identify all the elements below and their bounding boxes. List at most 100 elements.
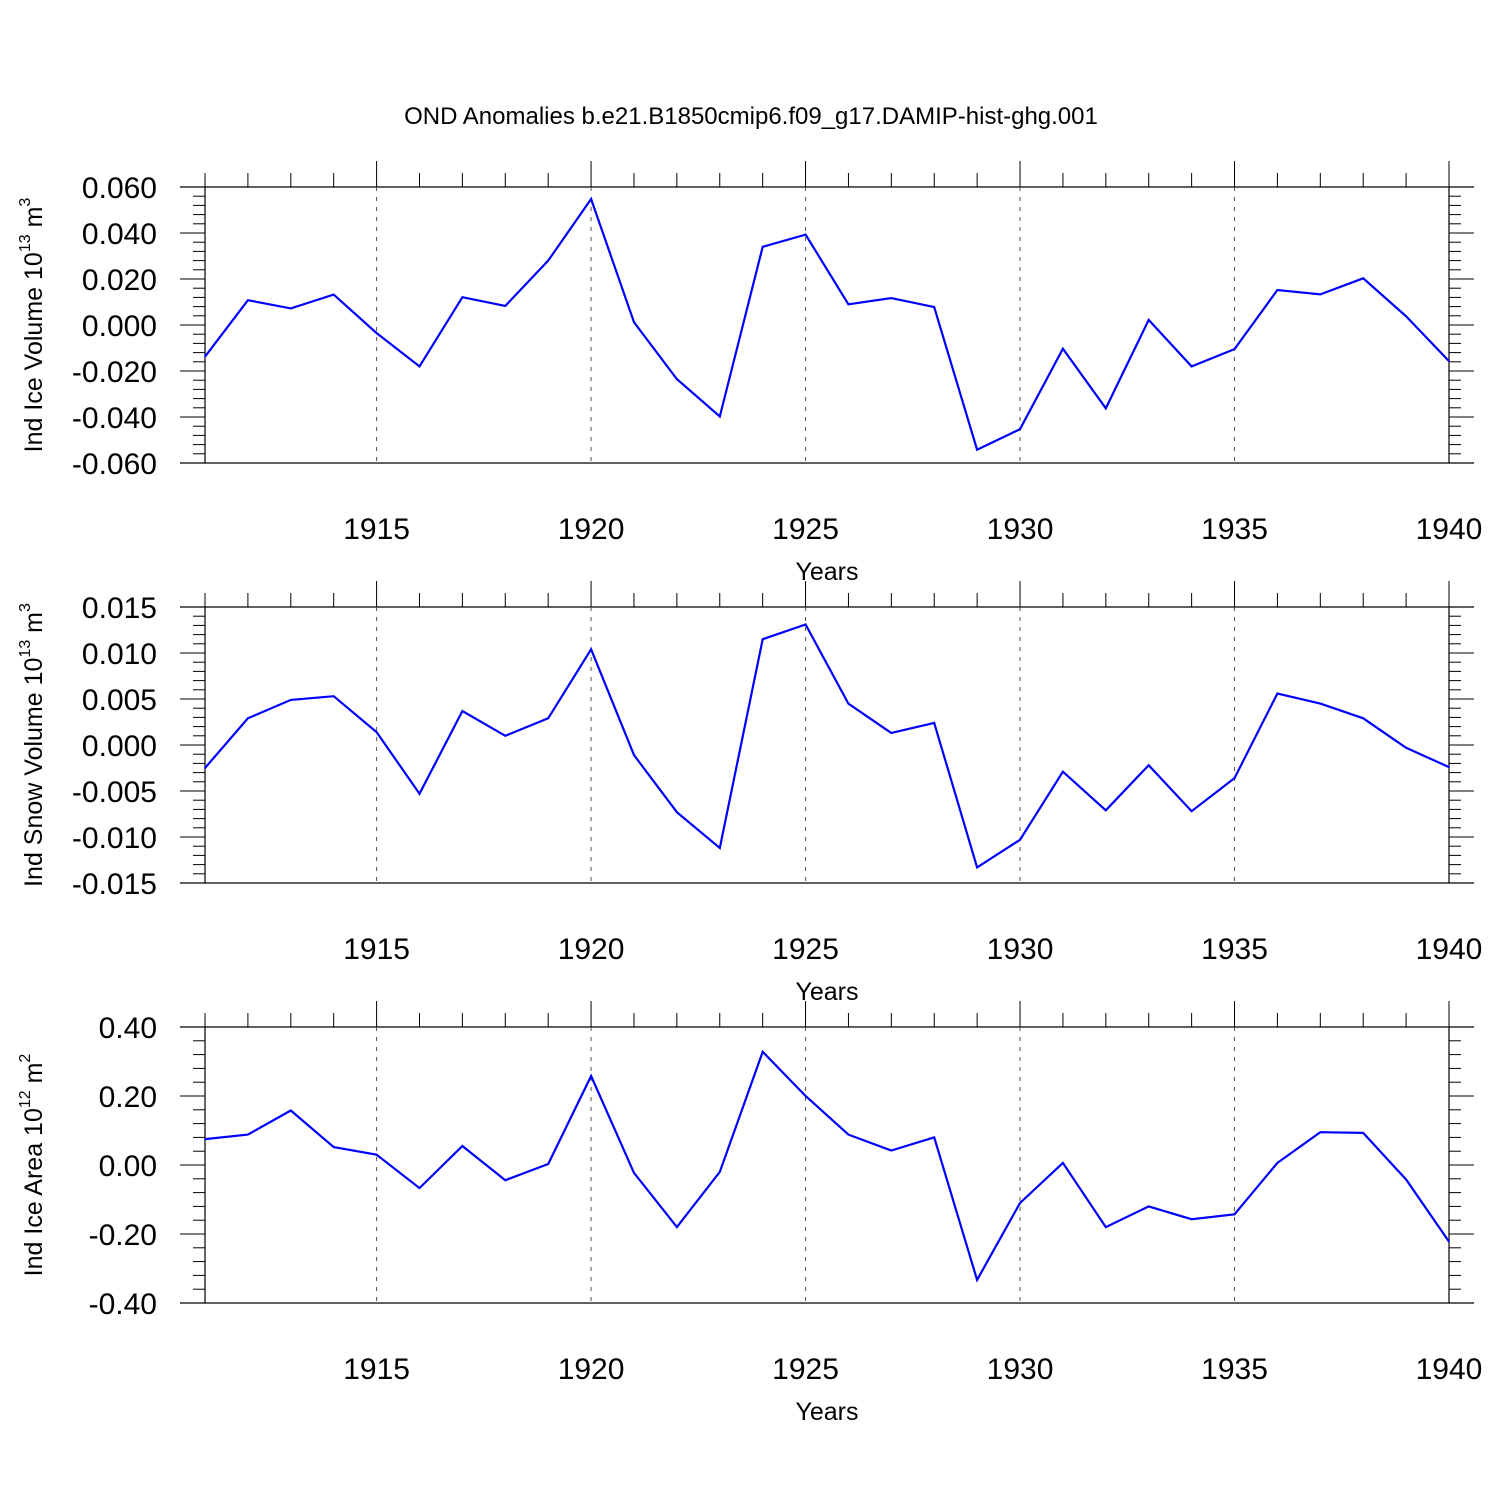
data-point <box>418 792 421 795</box>
data-point <box>1319 1131 1322 1134</box>
xtick-label-1915: 1915 <box>343 1353 410 1386</box>
data-point <box>1276 692 1279 695</box>
data-point <box>204 355 206 358</box>
data-point <box>1019 428 1021 430</box>
data-point <box>547 259 549 262</box>
ytick-label: -0.020 <box>72 356 157 389</box>
data-point <box>676 378 678 380</box>
data-point <box>1190 1218 1193 1220</box>
ytick-label: 0.00 <box>99 1150 157 1183</box>
data-point <box>547 717 549 720</box>
y-axis-label-exponent: 13 <box>17 234 34 252</box>
series-line <box>204 196 1450 452</box>
xtick-label-1930: 1930 <box>987 933 1054 966</box>
data-point <box>1362 717 1365 720</box>
data-point <box>1405 315 1407 318</box>
data-point <box>676 811 678 813</box>
xtick-label-1935: 1935 <box>1201 513 1268 546</box>
data-point <box>332 1146 335 1148</box>
ytick-label: -0.010 <box>72 822 157 855</box>
data-point <box>204 1138 206 1140</box>
data-point <box>761 246 764 248</box>
data-point <box>1405 1178 1407 1181</box>
ytick-label: 0.20 <box>99 1081 157 1114</box>
x-axis-label: Years <box>795 978 858 1006</box>
data-point <box>1190 810 1193 813</box>
data-point <box>890 732 893 734</box>
data-point <box>504 1179 507 1181</box>
y-axis-label: Ind Ice Volume 1013 m3 <box>17 198 48 453</box>
data-point <box>1147 764 1150 767</box>
y-axis-label-unit-exponent: 3 <box>17 198 34 207</box>
data-point <box>933 306 936 308</box>
y-axis-label-prefix: Ind Ice Area 10 <box>20 1108 48 1276</box>
figure-title: OND Anomalies b.e21.B1850cmip6.f09_g17.D… <box>404 103 1098 130</box>
data-point <box>1362 1132 1365 1134</box>
y-axis-label-exponent: 12 <box>17 1090 34 1108</box>
xtick-label-1935: 1935 <box>1201 1353 1268 1386</box>
data-point <box>590 198 592 200</box>
data-point <box>1233 777 1236 779</box>
xtick-label-1930: 1930 <box>987 513 1054 546</box>
data-point <box>1019 838 1021 841</box>
data-point <box>1448 1240 1450 1243</box>
data-point <box>504 735 507 737</box>
data-point <box>976 448 978 451</box>
y-axis-label-prefix: Ind Snow Volume 10 <box>20 658 48 887</box>
data-point <box>1147 319 1150 321</box>
data-point <box>1105 407 1107 410</box>
y-axis-label-unit-exponent: 3 <box>17 603 34 612</box>
data-point <box>761 638 764 640</box>
y-axis-label-prefix: Ind Ice Volume 10 <box>20 252 48 452</box>
data-point <box>1019 1202 1021 1204</box>
xtick-label-1935: 1935 <box>1201 933 1268 966</box>
y-axis-label-unit: m <box>20 612 48 640</box>
data-point <box>847 1133 850 1136</box>
data-point <box>247 299 249 301</box>
xtick-label-1920: 1920 <box>558 1353 625 1386</box>
data-point <box>1147 1205 1150 1208</box>
xtick-label-1920: 1920 <box>558 513 625 546</box>
data-point <box>1448 766 1450 768</box>
xtick-label-1925: 1925 <box>772 1353 839 1386</box>
data-point <box>1233 1213 1236 1216</box>
y-axis-label-unit-exponent: 2 <box>17 1054 34 1063</box>
xtick-label-1925: 1925 <box>772 933 839 966</box>
xtick-label-1915: 1915 <box>343 933 410 966</box>
data-point <box>676 1226 678 1228</box>
data-point <box>247 1133 249 1136</box>
data-point <box>633 1172 635 1174</box>
data-point <box>1233 348 1236 350</box>
data-point <box>847 303 850 306</box>
panel-ice-volume: 1915 1920 1925 1930 1935 1940 -0.060 -0.040 -0.0… <box>17 161 1482 586</box>
data-point <box>1105 1226 1107 1228</box>
data-point <box>1405 746 1407 749</box>
data-point <box>718 1171 721 1173</box>
data-point <box>332 293 335 296</box>
data-point <box>847 702 850 705</box>
panel-snow-volume: 1915 1920 1925 1930 1935 1940 -0.015 -0.010 -0.0… <box>17 581 1482 1006</box>
ytick-label: -0.060 <box>72 448 157 481</box>
ytick-label: 0.040 <box>82 218 157 251</box>
ytick-label: -0.40 <box>89 1288 157 1321</box>
data-point <box>590 1075 592 1077</box>
ytick-label: -0.040 <box>72 402 157 435</box>
data-point <box>1276 1162 1279 1164</box>
data-point <box>204 767 206 769</box>
data-point <box>289 1109 292 1112</box>
y-axis-label-unit: m <box>20 207 48 235</box>
data-point <box>289 699 292 701</box>
y-axis-label-exponent: 13 <box>17 640 34 658</box>
y-axis-label: Ind Snow Volume 1013 m3 <box>17 603 48 887</box>
ytick-label: -0.015 <box>72 868 157 901</box>
data-point <box>1448 360 1450 362</box>
ytick-label: 0.40 <box>99 1012 157 1045</box>
data-point <box>1062 347 1064 350</box>
data-point <box>418 1187 421 1189</box>
data-point <box>375 731 378 733</box>
data-point <box>933 722 936 724</box>
ytick-label: -0.20 <box>89 1219 157 1252</box>
series-line <box>204 1049 1450 1283</box>
data-point <box>890 1149 893 1152</box>
data-point <box>976 866 978 869</box>
